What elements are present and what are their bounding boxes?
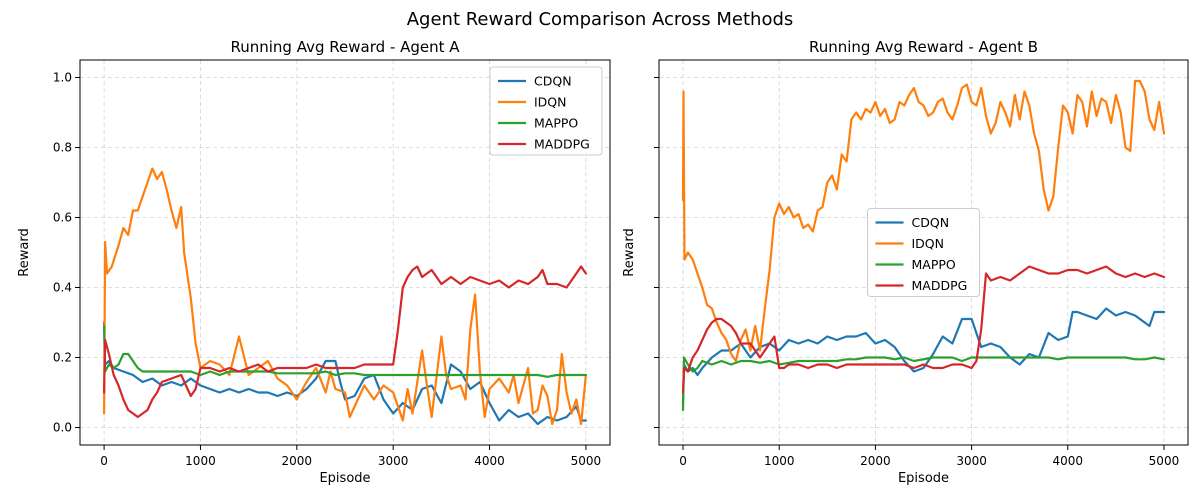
x-tick-label: 0	[100, 454, 108, 468]
subplot-title: Running Avg Reward - Agent A	[230, 38, 460, 56]
legend: CDQN IDQN MAPPO MADDPG	[489, 66, 603, 156]
legend: CDQN IDQN MAPPO MADDPG	[867, 208, 980, 297]
legend-label-mappo: MAPPO	[534, 116, 578, 131]
y-axis-label: Reward	[622, 228, 637, 276]
x-tick-label: 4000	[1052, 454, 1083, 468]
legend-label-idqn: IDQN	[534, 95, 567, 110]
series-line-cdqn	[103, 321, 587, 426]
x-tick-label: 1000	[764, 454, 795, 468]
y-tick-label: 0.4	[53, 281, 72, 295]
y-axis-label: Reward	[17, 228, 32, 276]
axes-frame	[79, 59, 611, 446]
figure-title: Agent Reward Comparison Across Methods	[407, 9, 794, 30]
x-tick-label: 2000	[860, 454, 891, 468]
legend-box	[867, 208, 980, 297]
x-tick-label: 5000	[1149, 454, 1180, 468]
subplot-agent-a: 0 1000 2000 3000 4000 5000 0.0 0.2 0.4 0.6 0.8 1.0 R…	[17, 38, 611, 486]
series-line-idqn	[681, 79, 1166, 363]
legend-label-maddpg: MADDPG	[534, 137, 590, 152]
legend-label-maddpg: MADDPG	[912, 278, 968, 293]
series-line-cdqn	[681, 307, 1166, 405]
series-line-maddpg	[681, 265, 1166, 394]
x-tick-label: 0	[679, 454, 687, 468]
legend-label-cdqn: CDQN	[534, 74, 572, 89]
x-tick-label: 1000	[185, 454, 216, 468]
y-tick-label: 0.2	[53, 351, 72, 365]
series-line-mappo	[103, 324, 587, 378]
x-axis-label: Episode	[319, 471, 370, 486]
x-axis-label: Episode	[898, 471, 949, 486]
legend-box	[489, 66, 603, 156]
series-line-idqn	[103, 167, 587, 426]
x-tick-label: 4000	[474, 454, 505, 468]
series-line-maddpg	[103, 265, 587, 419]
y-tick-label: 0.6	[53, 211, 72, 225]
subplot-title: Running Avg Reward - Agent B	[809, 38, 1038, 56]
x-tick-label: 3000	[378, 454, 409, 468]
legend-label-idqn: IDQN	[912, 236, 945, 251]
y-tick-label: 0.8	[53, 141, 72, 155]
series-line-mappo	[681, 356, 1166, 412]
legend-label-cdqn: CDQN	[912, 215, 950, 230]
axes-frame	[658, 59, 1189, 446]
y-tick-label: 0.0	[53, 421, 72, 435]
legend-label-mappo: MAPPO	[912, 257, 956, 272]
x-tick-label: 2000	[282, 454, 313, 468]
y-tick-label: 1.0	[53, 71, 72, 85]
x-tick-label: 5000	[571, 454, 602, 468]
x-tick-label: 3000	[956, 454, 987, 468]
subplot-agent-b: 0 1000 2000 3000 4000 5000 Running Avg Reward …	[622, 38, 1189, 486]
